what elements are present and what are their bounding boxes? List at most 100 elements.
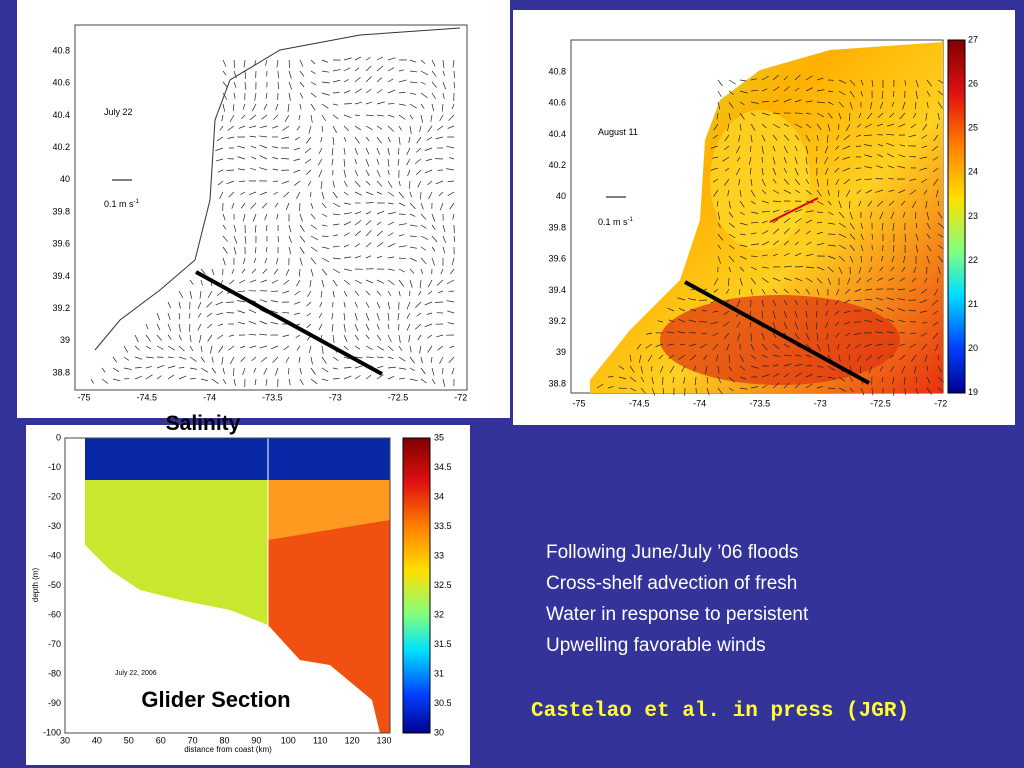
- arrow: [925, 200, 928, 209]
- arrow: [387, 279, 395, 286]
- arrow: [629, 376, 637, 383]
- arrow: [298, 356, 301, 363]
- arrow: [436, 334, 444, 338]
- arrow: [365, 114, 374, 117]
- arrow: [827, 200, 832, 206]
- arrow: [398, 323, 400, 331]
- arrow: [288, 367, 290, 375]
- arrow: [431, 81, 437, 88]
- arrow: [409, 59, 417, 63]
- arrow: [123, 367, 132, 370]
- arrow: [738, 288, 741, 295]
- arrow: [772, 156, 776, 165]
- arrow: [920, 332, 928, 337]
- arrow: [794, 156, 798, 164]
- tick-label: -40: [48, 550, 61, 560]
- arrow: [156, 375, 162, 380]
- arrow: [261, 114, 268, 120]
- arrow: [838, 354, 841, 362]
- arrow: [332, 202, 341, 208]
- arrow: [263, 103, 268, 110]
- arrow: [736, 299, 741, 308]
- arrow: [263, 367, 268, 375]
- arrow: [891, 101, 895, 107]
- arrow: [761, 254, 768, 257]
- arrow: [937, 222, 945, 229]
- arrow: [724, 178, 730, 186]
- arrow: [783, 299, 788, 306]
- arrow: [761, 112, 770, 116]
- arrow: [354, 125, 362, 131]
- arrow: [728, 101, 734, 109]
- arrow: [354, 255, 362, 259]
- arrow: [332, 378, 340, 380]
- arrow: [908, 134, 917, 138]
- arrow: [222, 224, 227, 230]
- arrow: [254, 224, 257, 233]
- arrow: [447, 191, 455, 196]
- arrow: [834, 167, 840, 173]
- arrow: [145, 334, 151, 342]
- arrow: [838, 222, 846, 228]
- tick-label: 39.2: [52, 303, 70, 313]
- section-mid: [268, 470, 390, 540]
- arrow: [902, 101, 906, 110]
- arrow: [318, 169, 323, 178]
- arrow: [249, 345, 257, 349]
- arrow: [636, 343, 642, 350]
- arrow: [387, 323, 390, 330]
- arrow: [284, 114, 290, 122]
- tick-label: 30: [60, 735, 70, 745]
- arrow: [387, 191, 395, 197]
- arrow: [259, 125, 268, 129]
- arrow: [835, 178, 840, 186]
- arrow: [343, 67, 351, 72]
- arrow: [299, 367, 302, 375]
- arrow: [332, 79, 341, 83]
- arrow: [321, 70, 330, 73]
- arrow: [856, 134, 862, 137]
- arrow: [728, 200, 731, 209]
- arrow: [824, 145, 829, 154]
- arrow: [761, 230, 769, 235]
- arrow: [761, 200, 769, 204]
- arrow: [439, 114, 444, 122]
- arrow: [783, 123, 790, 127]
- arrow: [365, 147, 370, 155]
- arrow: [926, 90, 931, 97]
- arrow: [365, 312, 370, 321]
- arrow: [331, 323, 334, 332]
- arrow: [420, 246, 427, 251]
- arrow: [678, 354, 686, 360]
- arrow: [761, 332, 765, 340]
- arrow: [816, 77, 824, 81]
- arrow: [451, 257, 455, 266]
- arrow: [825, 299, 829, 306]
- arrow: [838, 255, 845, 262]
- arrow: [860, 233, 864, 240]
- arrow: [816, 321, 818, 330]
- arrow: [761, 220, 768, 224]
- arrow: [816, 343, 822, 352]
- arrow: [409, 367, 415, 371]
- tick-label: 26: [968, 78, 978, 88]
- arrow: [864, 134, 873, 136]
- arrow: [739, 200, 745, 208]
- arrow: [915, 376, 918, 383]
- arrow: [409, 356, 415, 364]
- arrow: [134, 334, 139, 343]
- arrow: [933, 134, 939, 142]
- arrow: [232, 103, 235, 112]
- arrow: [240, 191, 246, 195]
- arrow: [134, 345, 140, 351]
- arrow: [365, 230, 372, 237]
- arrow: [365, 101, 372, 105]
- arrow: [427, 345, 433, 353]
- arrow: [270, 310, 279, 314]
- arrow: [431, 367, 435, 376]
- arrow: [739, 387, 748, 390]
- arrow: [909, 288, 917, 292]
- arrow: [897, 298, 906, 301]
- arrow: [815, 310, 818, 318]
- arrow: [937, 255, 944, 263]
